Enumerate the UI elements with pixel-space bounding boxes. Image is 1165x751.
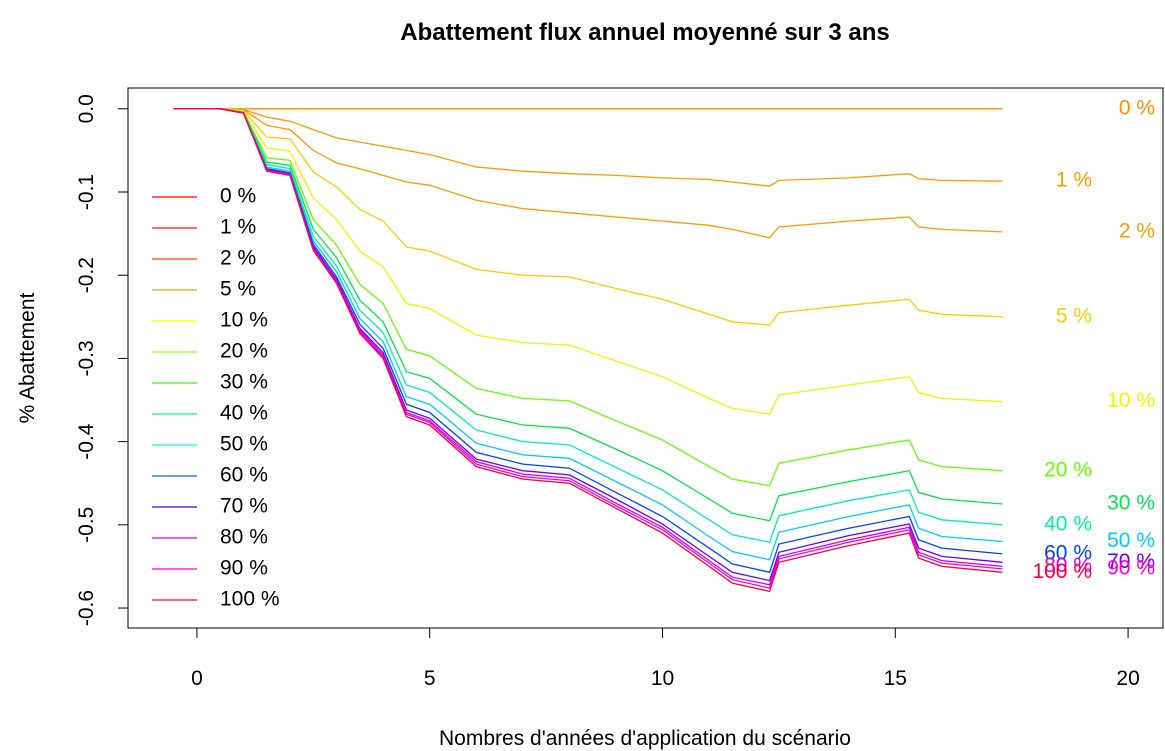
y-tick-label: -0.5 <box>75 507 98 543</box>
series-line <box>173 108 1003 522</box>
series-end-label: 10 % <box>1107 389 1155 412</box>
x-tick-label: 5 <box>424 667 436 690</box>
legend-label: 90 % <box>220 557 268 580</box>
legend-label: 2 % <box>220 247 256 270</box>
y-tick-label: -0.3 <box>75 340 98 376</box>
series-end-label: 50 % <box>1107 529 1155 552</box>
legend-label: 1 % <box>220 216 256 239</box>
series-end-label: 70 % <box>1107 550 1155 573</box>
legend-label: 20 % <box>220 340 268 363</box>
x-axis-title: Nombres d'années d'application du scénar… <box>439 727 851 750</box>
y-tick-label: 0.0 <box>75 94 98 123</box>
series-end-label: 20 % <box>1044 458 1092 481</box>
legend-label: 40 % <box>220 402 268 425</box>
x-tick-label: 15 <box>884 667 907 690</box>
series-end-label: 5 % <box>1056 304 1092 327</box>
series-line <box>173 108 1003 487</box>
x-tick-label: 20 <box>1116 667 1139 690</box>
series-line <box>173 108 1003 582</box>
legend-label: 50 % <box>220 433 268 456</box>
y-tick-label: -0.4 <box>75 423 98 460</box>
series-end-label: 80 % <box>1044 554 1092 577</box>
legend-label: 80 % <box>220 526 268 549</box>
series-end-label: 30 % <box>1107 492 1155 515</box>
legend-label: 70 % <box>220 495 268 518</box>
x-tick-label: 0 <box>191 667 203 690</box>
series-end-label: 60 % <box>1044 541 1092 564</box>
series-line <box>173 108 1003 326</box>
y-tick-label: -0.6 <box>75 590 98 626</box>
legend-label: 30 % <box>220 371 268 394</box>
series-end-label: 1 % <box>1056 169 1092 192</box>
series-end-label: 100 % <box>1032 560 1092 583</box>
y-tick-label: -0.2 <box>75 257 98 293</box>
series-line <box>173 108 1003 574</box>
series-end-label: 2 % <box>1119 219 1155 242</box>
y-axis-title: % Abattement <box>16 292 39 423</box>
legend-label: 5 % <box>220 278 256 301</box>
series-line <box>173 108 1003 187</box>
chart-title: Abattement flux annuel moyenné sur 3 ans <box>400 19 889 46</box>
series-line <box>173 108 1003 239</box>
series-line <box>173 108 1003 561</box>
series-line <box>173 108 1003 593</box>
legend-label: 10 % <box>220 309 268 332</box>
x-tick-label: 10 <box>651 667 674 690</box>
series-line <box>173 108 1003 544</box>
legend-label: 100 % <box>220 588 280 611</box>
plot-box <box>127 87 1164 629</box>
legend-label: 60 % <box>220 464 268 487</box>
series-end-label: 0 % <box>1119 96 1155 119</box>
series-line <box>173 108 1003 415</box>
legend-label: 0 % <box>220 185 256 208</box>
y-tick-label: -0.1 <box>75 174 98 210</box>
series-end-label: 90 % <box>1107 556 1155 579</box>
series-line <box>173 108 1003 589</box>
series-end-label: 40 % <box>1044 512 1092 535</box>
